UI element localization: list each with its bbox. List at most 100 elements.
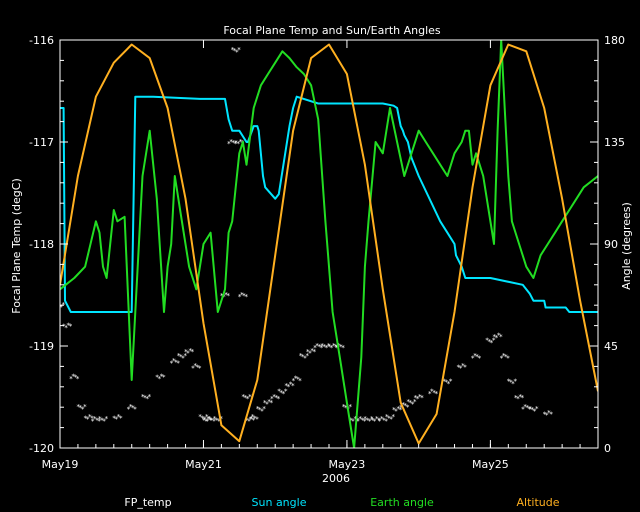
fp-temp-point: * <box>372 418 376 426</box>
fp-temp-point: * <box>363 415 367 423</box>
fp-temp-point: * <box>332 342 336 350</box>
fp-temp-point: * <box>298 352 302 360</box>
fp-temp-point: * <box>308 349 312 357</box>
fp-temp-point: * <box>449 378 453 386</box>
fp-temp-point: * <box>394 407 398 415</box>
fp-temp-point: * <box>473 352 477 360</box>
fp-temp-point: * <box>380 415 384 423</box>
fp-temp-point: * <box>245 416 249 424</box>
fp-temp-point: * <box>284 382 288 390</box>
fp-temp-point: * <box>428 390 432 398</box>
fp-temp-point: * <box>64 324 68 332</box>
fp-temp-point: * <box>377 418 381 426</box>
fp-temp-point: * <box>184 348 188 356</box>
fp-temp-point: * <box>83 414 87 422</box>
fp-temp-point: * <box>197 365 201 373</box>
fp-temp-point: * <box>73 374 77 382</box>
fp-temp-point: * <box>233 47 237 55</box>
fp-temp-point: * <box>403 402 407 410</box>
fp-temp-point: * <box>399 403 403 411</box>
fp-temp-point: * <box>234 139 238 147</box>
fp-temp-point: * <box>535 405 539 413</box>
fp-temp-point: * <box>129 403 133 411</box>
fp-temp-point: * <box>95 416 99 424</box>
y-left-tick-label: -120 <box>29 442 54 455</box>
y-right-tick-label: 135 <box>604 136 625 149</box>
fp-temp-point: * <box>547 409 551 417</box>
fp-temp-point: * <box>263 399 267 407</box>
fp-temp-point: * <box>499 354 503 362</box>
fp-temp-point: * <box>93 415 97 423</box>
fp-temp-point: * <box>205 413 209 421</box>
fp-temp-point: * <box>255 416 259 424</box>
fp-temp-point: * <box>235 48 239 56</box>
fp-temp-point: * <box>516 395 520 403</box>
fp-temp-point: * <box>260 407 264 415</box>
fp-temp-point: * <box>353 415 357 423</box>
legend: FP_temp Sun angle Earth angle Altitude <box>124 496 559 509</box>
x-tick-label: May23 <box>329 458 366 471</box>
y-right-tick-label: 90 <box>604 238 618 251</box>
fp-temp-point: * <box>497 332 501 340</box>
legend-entry: Earth angle <box>370 496 434 509</box>
y-axis-label-left: Focal Plane Temp (degC) <box>10 178 23 313</box>
fp-temp-point: * <box>147 393 151 401</box>
fp-temp-point: * <box>385 413 389 421</box>
y-right-tick-label: 180 <box>604 34 625 47</box>
fp-temp-point: * <box>162 374 166 382</box>
fp-temp-point: * <box>375 415 379 423</box>
fp-temp-point: * <box>207 415 211 423</box>
fp-temp-point: * <box>238 138 242 146</box>
axes: May19 May21 May23 May25 -116 -117 -118 -119 -120… <box>29 34 625 471</box>
fp-temp-point: * <box>265 400 269 408</box>
fp-temp-point: * <box>176 360 180 368</box>
fp-temp-point: * <box>355 416 359 424</box>
fp-temp-point: * <box>370 415 374 423</box>
fp-temp-point: * <box>277 388 281 396</box>
fp-temp-point: * <box>78 404 82 412</box>
fp-temp-point: * <box>284 388 288 396</box>
fp-temp-point: * <box>217 418 221 426</box>
fp-temp-point: * <box>313 344 317 352</box>
fp-temp-point: * <box>202 416 206 424</box>
fp-temp-point: * <box>255 405 259 413</box>
fp-temp-point: * <box>155 374 159 382</box>
fp-temp-point: * <box>267 398 271 406</box>
fp-temp-point: * <box>276 395 280 403</box>
fp-temp-point: * <box>253 414 257 422</box>
fp-temp-point: * <box>224 291 228 299</box>
fp-temp-point: * <box>542 410 546 418</box>
fp-temp-point: * <box>458 365 462 373</box>
fp-temp-point: * <box>188 347 192 355</box>
fp-temp-point: * <box>520 394 524 402</box>
fp-temp-point: * <box>143 394 147 402</box>
fp-temp-point: * <box>401 401 405 409</box>
fp-temp-point: * <box>420 394 424 402</box>
fp-temp-point: * <box>102 418 106 426</box>
fp-temp-point: * <box>250 413 254 421</box>
fp-temp-point: * <box>446 380 450 388</box>
fp-temp-point: * <box>200 414 204 422</box>
plot-area: ************************* ***************… <box>60 40 598 448</box>
fp-temp-point: * <box>245 395 249 403</box>
fp-temp-point: * <box>145 395 149 403</box>
fp-temp-point: * <box>119 414 123 422</box>
fp-temp-point: * <box>202 416 206 424</box>
fp-temp-point: * <box>240 291 244 299</box>
fp-temp-point: * <box>367 418 371 426</box>
fp-temp-point: * <box>384 418 388 426</box>
fp-temp-point: * <box>358 415 362 423</box>
fp-temp-point: * <box>227 140 231 148</box>
fp-temp-point: * <box>243 394 247 402</box>
fp-temp-point: * <box>418 393 422 401</box>
fp-temp-point: * <box>244 293 248 301</box>
fp-temp-point: * <box>190 348 194 356</box>
fp-temp-point: * <box>525 404 529 412</box>
fp-temp-point: * <box>198 413 202 421</box>
fp-temp-point: * <box>317 343 321 351</box>
fp-temp-point: * <box>461 362 465 370</box>
fp-temp-point: * <box>348 403 352 411</box>
fp-temp-point: * <box>181 354 185 362</box>
y-left-tick-label: -117 <box>29 136 54 149</box>
fp-temp-point: * <box>351 418 355 426</box>
